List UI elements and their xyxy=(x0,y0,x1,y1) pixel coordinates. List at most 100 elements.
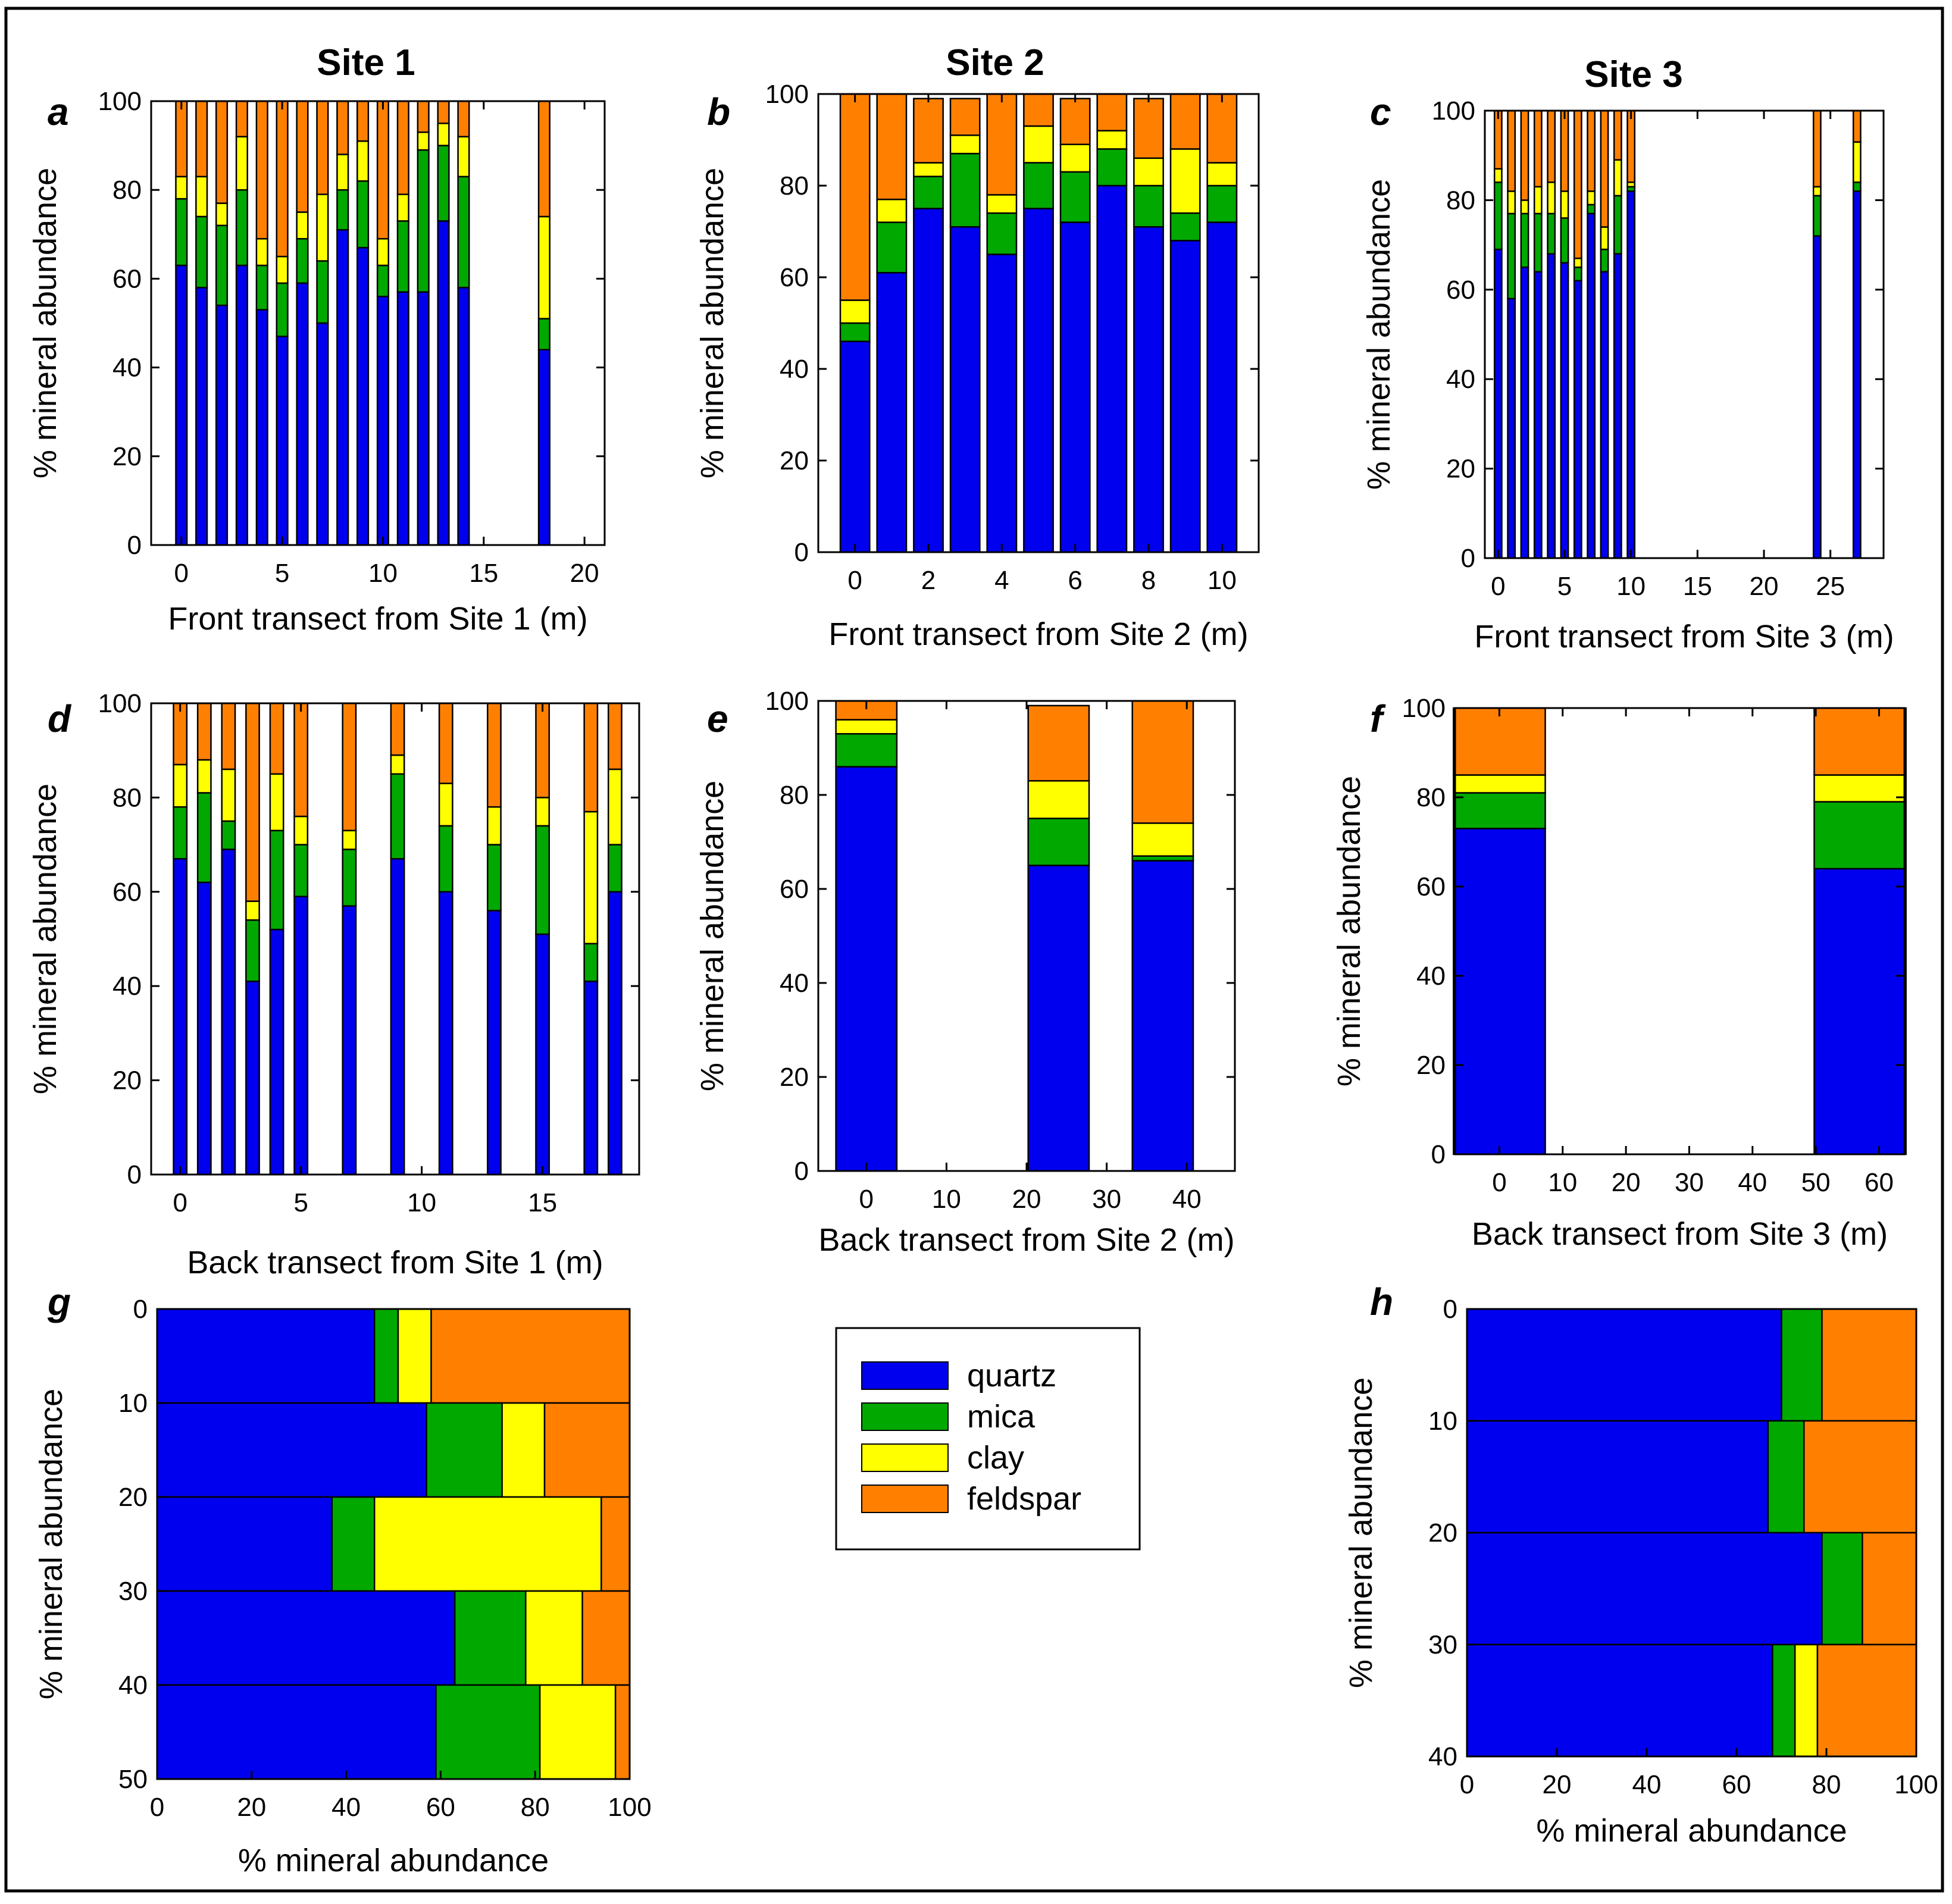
bar-quartz xyxy=(195,287,208,546)
bar-quartz xyxy=(537,349,550,546)
bar-quartz xyxy=(1466,1643,1773,1758)
x-tick-label: 0 xyxy=(150,1793,164,1822)
bar-mica xyxy=(1772,1643,1796,1758)
panel-h: 0 20 40 60 80 100 0 10 20 30 40 % mineral abundance… xyxy=(1343,1280,1938,1849)
bar-mica xyxy=(457,176,470,289)
y-tick-label: 0 xyxy=(1443,1295,1457,1324)
y-tick-label: 40 xyxy=(118,1671,148,1700)
bar-clay xyxy=(1547,181,1556,215)
bar-quartz xyxy=(1600,271,1609,559)
bar-feldspar xyxy=(986,93,1018,196)
bar-mica xyxy=(1533,212,1543,273)
x-tick-label: 15 xyxy=(469,559,498,588)
bar-quartz xyxy=(1560,262,1569,559)
bar-clay xyxy=(1533,186,1543,215)
y-tick-label: 80 xyxy=(780,781,809,810)
bar-quartz xyxy=(1466,1420,1769,1534)
bar-quartz xyxy=(417,291,430,546)
plot-frame xyxy=(156,1308,631,1780)
bar-quartz xyxy=(839,340,871,553)
y-tick-label: 30 xyxy=(1428,1630,1457,1659)
bar-mica xyxy=(417,149,430,293)
bar-mica xyxy=(1023,162,1054,209)
bar-feldspar xyxy=(1206,93,1238,164)
bar-mica xyxy=(1059,171,1091,223)
bar-clay xyxy=(397,1308,432,1404)
bar-mica xyxy=(583,942,599,982)
bar-clay xyxy=(417,131,430,151)
bar-quartz xyxy=(342,905,357,1176)
legend-swatch-feldspar xyxy=(861,1485,949,1513)
bar-clay xyxy=(173,763,188,808)
bar-quartz xyxy=(535,933,550,1176)
bar-mica xyxy=(1096,148,1128,187)
bar-feldspar xyxy=(1533,109,1543,188)
legend-label-mica: mica xyxy=(967,1399,1036,1435)
bar-quartz xyxy=(156,1308,376,1404)
y-tick-label: 80 xyxy=(1446,186,1475,215)
x-tick-label: 20 xyxy=(1750,572,1779,601)
panel-letter: g xyxy=(47,1280,71,1323)
bar-clay xyxy=(293,815,309,845)
x-tick-label: 10 xyxy=(368,559,398,588)
bar-mica xyxy=(293,844,309,897)
x-tick-label: 80 xyxy=(521,1793,550,1822)
bar-feldspar xyxy=(296,100,309,213)
bar-quartz xyxy=(156,1496,333,1592)
y-tick-label: 40 xyxy=(1446,365,1475,394)
bar-mica xyxy=(839,322,871,343)
x-axis-label: Front transect from Site 3 (m) xyxy=(1474,619,1894,654)
bar-clay xyxy=(1507,190,1516,215)
x-tick-label: 10 xyxy=(932,1185,961,1214)
bar-feldspar xyxy=(293,702,309,818)
bar-feldspar xyxy=(876,93,908,201)
bar-feldspar xyxy=(1131,700,1194,824)
bar-quartz xyxy=(1813,868,1907,1155)
x-tick-label: 15 xyxy=(528,1188,557,1217)
bar-clay xyxy=(356,140,370,182)
bar-clay xyxy=(437,123,450,146)
y-axis-label: % mineral abundance xyxy=(33,1389,69,1699)
bar-mica xyxy=(607,844,622,893)
bar-mica xyxy=(1600,248,1609,273)
panel-g: 0 20 40 60 80 100 0 10 20 30 40 50 % mineral abundan… xyxy=(33,1280,652,1878)
bar-feldspar xyxy=(1813,707,1907,776)
y-tick-label: 100 xyxy=(98,689,142,718)
bar-quartz xyxy=(1206,221,1238,553)
bar-feldspar xyxy=(1453,707,1546,776)
bar-quartz xyxy=(1131,860,1194,1172)
legend-swatch-mica xyxy=(861,1402,949,1431)
bar-quartz xyxy=(1587,212,1596,559)
bar-mica xyxy=(986,212,1018,255)
x-tick-label: 30 xyxy=(1092,1185,1121,1214)
bar-quartz xyxy=(336,229,349,546)
bar-clay xyxy=(1573,257,1582,268)
bar-quartz xyxy=(1626,190,1636,559)
bar-quartz xyxy=(1169,240,1201,553)
bar-clay xyxy=(1169,148,1201,214)
bar-quartz xyxy=(173,858,188,1176)
x-tick-label: 20 xyxy=(570,559,599,588)
bar-clay xyxy=(949,134,981,155)
bar-quartz xyxy=(356,246,370,546)
bar-clay xyxy=(1813,774,1907,803)
plot-frame xyxy=(817,93,1260,553)
x-tick-label: 100 xyxy=(608,1793,651,1822)
bar-clay xyxy=(175,176,188,200)
x-tick-label: 10 xyxy=(407,1188,436,1217)
y-tick-label: 40 xyxy=(780,969,809,998)
y-tick-label: 10 xyxy=(1428,1407,1457,1436)
bar-mica xyxy=(1587,203,1596,215)
bar-feldspar xyxy=(457,100,470,137)
bar-feldspar xyxy=(342,702,357,832)
bar-feldspar xyxy=(430,1308,631,1404)
x-axis-label: % mineral abundance xyxy=(238,1843,549,1878)
bar-mica xyxy=(537,318,550,351)
bar-mica xyxy=(1573,266,1582,282)
bar-mica xyxy=(390,773,405,860)
bar-quartz xyxy=(1493,248,1503,559)
panel-letter: e xyxy=(707,697,728,740)
y-tick-label: 60 xyxy=(1416,872,1446,901)
bar-quartz xyxy=(986,253,1018,553)
